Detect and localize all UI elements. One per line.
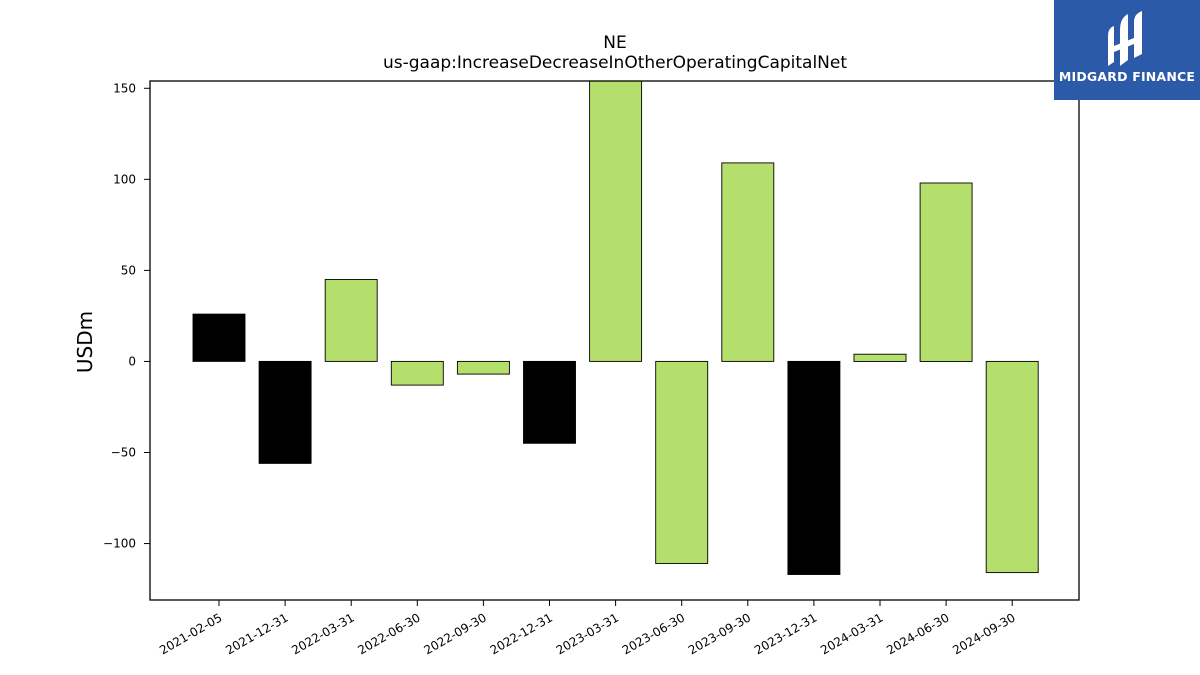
x-tick-label: 2022-12-31 <box>488 610 555 657</box>
x-tick-label: 2021-02-05 <box>157 610 224 657</box>
x-tick-label: 2022-03-31 <box>289 610 356 657</box>
x-tick-label: 2022-09-30 <box>421 610 488 657</box>
x-tick-label: 2024-09-30 <box>950 610 1017 657</box>
x-axis: 2021-02-052021-12-312022-03-312022-06-30… <box>157 600 1018 657</box>
y-tick-label: 50 <box>121 263 136 277</box>
bar-2023-06-30 <box>655 360 709 564</box>
x-tick-label: 2021-12-31 <box>223 610 290 657</box>
bar-2022-09-30 <box>456 360 510 375</box>
logo-mark-icon <box>1108 11 1142 66</box>
bar-2022-06-30 <box>390 360 444 386</box>
chart-title: NE <box>603 33 626 53</box>
bar-2024-06-30 <box>919 182 973 362</box>
plot-frame <box>149 80 1080 601</box>
x-tick-label: 2024-06-30 <box>884 610 951 657</box>
bar-2022-12-31 <box>523 360 576 444</box>
bar-2024-03-31 <box>853 353 907 362</box>
bar-2021-02-05 <box>192 313 246 362</box>
x-tick-label: 2023-09-30 <box>686 610 753 657</box>
bar-2021-12-31 <box>258 360 312 464</box>
y-tick-label: 150 <box>113 81 136 95</box>
x-tick-label: 2023-06-30 <box>620 610 687 657</box>
bar-2022-03-31 <box>324 279 378 362</box>
y-tick-label: −100 <box>103 537 136 551</box>
bars-group <box>192 80 1039 575</box>
x-tick-label: 2023-03-31 <box>554 610 621 657</box>
bar-2024-09-30 <box>985 360 1039 574</box>
chart-subtitle: us-gaap:IncreaseDecreaseInOtherOperating… <box>383 53 847 73</box>
x-tick-label: 2022-06-30 <box>355 610 422 657</box>
x-tick-label: 2024-03-31 <box>818 610 885 657</box>
y-tick-label: −50 <box>111 445 136 459</box>
y-axis-label: USDm <box>73 311 97 373</box>
logo-text: MIDGARD FINANCE <box>1058 69 1196 84</box>
x-tick-label: 2023-12-31 <box>752 610 819 657</box>
bar-2023-12-31 <box>787 360 841 575</box>
y-tick-label: 100 <box>113 172 136 186</box>
bar-2023-03-31 <box>589 80 643 362</box>
y-axis: 150 100 50 0 −50 −100 <box>103 81 150 551</box>
y-tick-label: 0 <box>128 354 136 368</box>
bar-2023-09-30 <box>721 162 775 362</box>
brand-logo: MIDGARD FINANCE <box>1054 0 1200 100</box>
